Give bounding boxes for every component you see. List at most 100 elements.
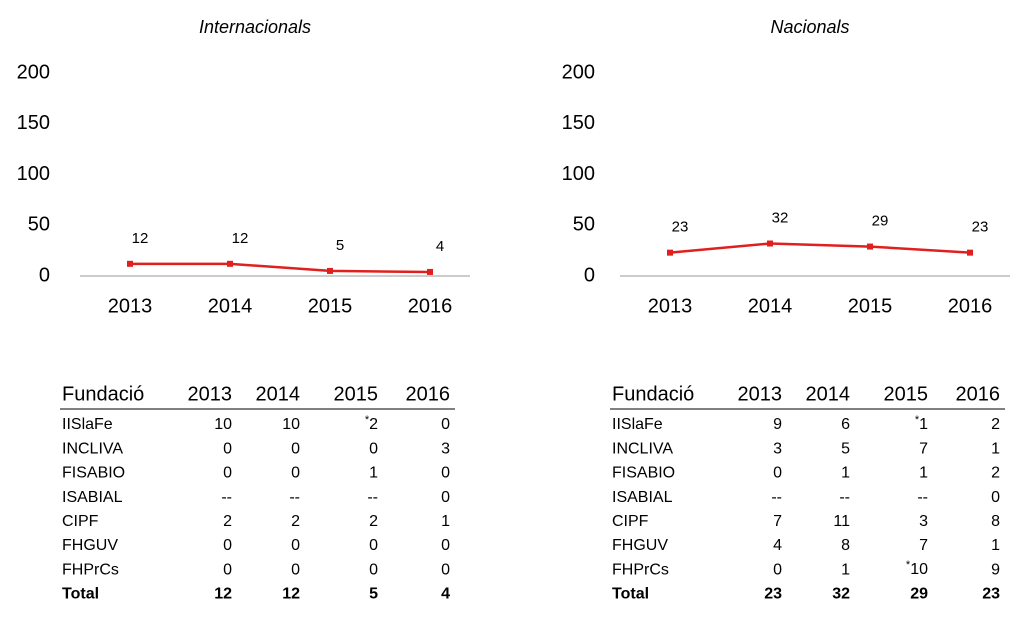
table-cell: 32 [832, 586, 850, 603]
table-cell: 0 [441, 537, 450, 554]
table-header: 2013 [738, 383, 783, 405]
table-cell: 0 [291, 561, 300, 578]
x-tick-label: 2014 [208, 295, 253, 317]
y-tick-label: 0 [584, 264, 595, 286]
data-label: 29 [872, 213, 889, 230]
chart-title: Internacionals [199, 17, 311, 37]
table-cell: 0 [291, 465, 300, 482]
table-cell: 29 [910, 586, 928, 603]
cell-note: * [915, 414, 920, 426]
data-point [227, 260, 233, 267]
table-cell: 0 [441, 489, 450, 506]
data-point [767, 240, 773, 247]
x-tick-label: 2015 [308, 295, 353, 317]
data-label: 12 [132, 230, 149, 247]
y-tick-label: 50 [573, 214, 595, 236]
table-cell: 1 [841, 561, 850, 578]
data-line [669, 242, 971, 254]
cell-text: 10 [910, 561, 928, 578]
table-header: 2016 [956, 383, 1001, 405]
table-cell: 0 [369, 537, 378, 554]
table-cell: 0 [291, 537, 300, 554]
table-cell: Total [62, 586, 99, 603]
x-tick-label: 2013 [108, 295, 153, 317]
chart-title: Nacionals [770, 17, 849, 37]
table-cell: *10 [906, 559, 928, 578]
table-cell: 10 [214, 416, 232, 433]
data-point [127, 260, 133, 267]
table-cell: FHPrCs [62, 561, 119, 578]
x-tick-label: 2013 [648, 295, 693, 317]
table-cell: 1 [441, 513, 450, 530]
table-cell: INCLIVA [62, 440, 123, 457]
cell-text: 2 [369, 416, 378, 433]
y-tick-label: 50 [28, 214, 50, 236]
table-cell: FISABIO [612, 465, 675, 482]
table-cell: -- [367, 489, 378, 506]
table-cell: 3 [441, 440, 450, 457]
table-cell: -- [839, 489, 850, 506]
data-point [867, 243, 873, 250]
table-cell: 2 [291, 513, 300, 530]
table-cell: 6 [841, 416, 850, 433]
table-cell: 11 [833, 513, 850, 530]
table-cell: -- [917, 489, 928, 506]
table-cell: 1 [369, 465, 378, 482]
table-cell: IISlaFe [62, 416, 113, 433]
table-header: Fundació [62, 383, 144, 405]
data-label: 23 [972, 219, 989, 236]
table-cell: 23 [764, 586, 782, 603]
table-cell: ISABIAL [62, 489, 123, 506]
table-cell: 0 [369, 440, 378, 457]
table-header: 2015 [884, 383, 929, 405]
table-cell: 7 [919, 440, 928, 457]
table-cell: 0 [991, 489, 1000, 506]
table-cell: 9 [991, 561, 1000, 578]
y-tick-label: 0 [39, 264, 50, 286]
table-cell: 7 [919, 537, 928, 554]
table-cell: FHPrCs [612, 561, 669, 578]
data-point [967, 249, 973, 256]
table-cell: 2 [223, 513, 232, 530]
y-tick-label: 100 [17, 163, 50, 185]
data-label: 23 [672, 219, 689, 236]
cell-text: 1 [919, 416, 928, 433]
data-point [427, 268, 433, 275]
table-header: 2016 [406, 383, 451, 405]
table-header: 2014 [806, 383, 851, 405]
table-cell: 4 [441, 586, 450, 603]
table-cell: FISABIO [62, 465, 125, 482]
table-cell: *2 [365, 414, 378, 433]
table-cell: 0 [441, 465, 450, 482]
table-cell: FHGUV [62, 537, 118, 554]
table-cell: 0 [223, 561, 232, 578]
table-cell: 0 [369, 561, 378, 578]
table-cell: 12 [214, 586, 232, 603]
table-cell: 1 [919, 465, 928, 482]
table-cell: 0 [773, 465, 782, 482]
data-line [130, 262, 431, 274]
table-cell: 3 [773, 440, 782, 457]
table-cell: 0 [223, 537, 232, 554]
table-cell: 1 [841, 465, 850, 482]
y-tick-label: 100 [562, 163, 595, 185]
table-cell: 0 [441, 561, 450, 578]
table-cell: 1 [991, 537, 1000, 554]
table-cell: 10 [282, 416, 300, 433]
y-tick-label: 200 [17, 61, 50, 83]
table-cell: 4 [773, 537, 782, 554]
table-cell: 12 [282, 586, 300, 603]
table-cell: 0 [773, 561, 782, 578]
table-header: 2015 [334, 383, 379, 405]
table-cell: 0 [291, 440, 300, 457]
table-cell: -- [771, 489, 782, 506]
y-tick-label: 200 [562, 61, 595, 83]
table-cell: ISABIAL [612, 489, 673, 506]
table-cell: 8 [991, 513, 1000, 530]
table-cell: CIPF [62, 513, 99, 530]
table-cell: 23 [982, 586, 1000, 603]
table-cell: Total [612, 586, 649, 603]
data-label: 12 [232, 230, 249, 247]
table-header: 2014 [256, 383, 301, 405]
